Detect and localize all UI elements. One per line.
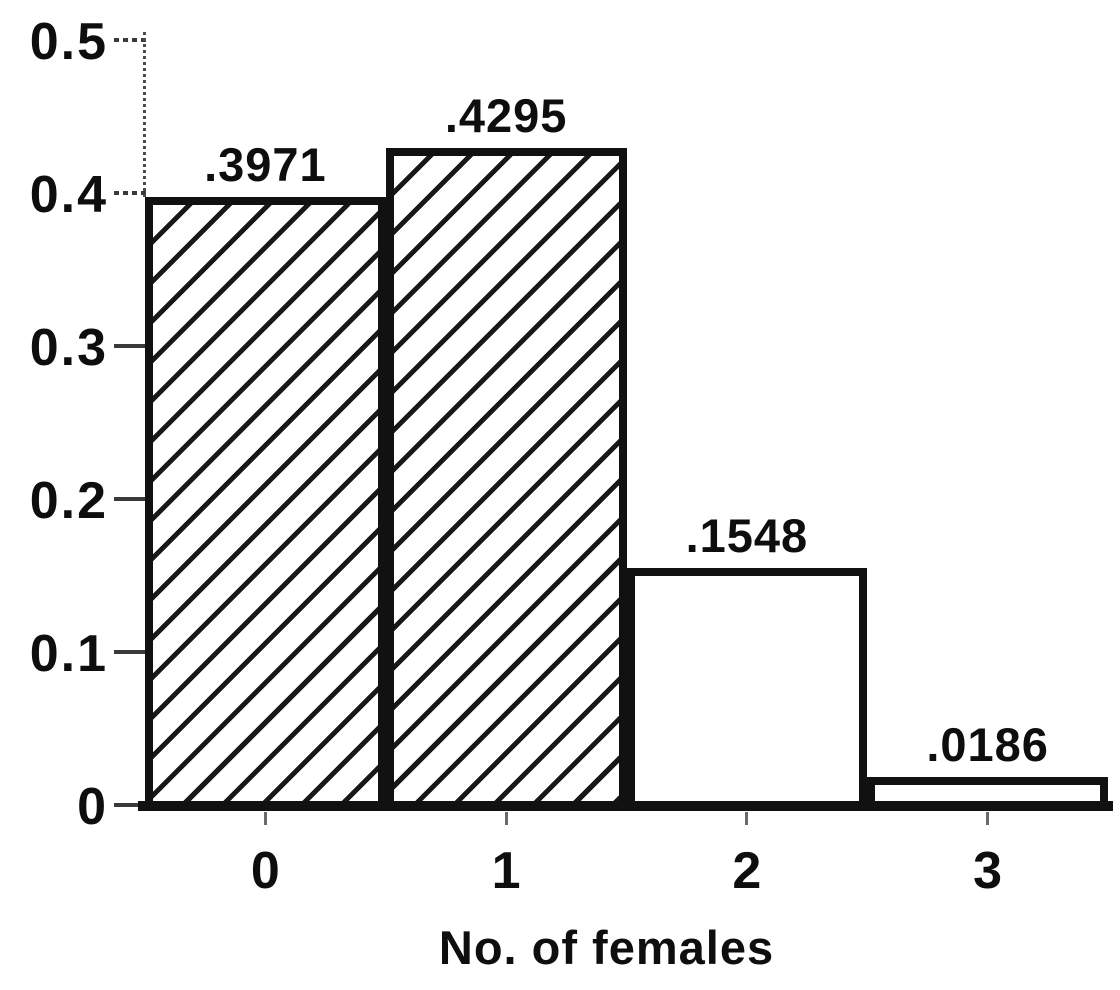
y-tick-mark [114,803,146,807]
x-tick-mark [986,812,990,825]
y-tick-label: 0.3 [29,319,108,377]
x-axis-line [138,801,1113,811]
y-tick-label: 0.4 [29,166,108,224]
y-tick-label: 0.2 [29,472,108,530]
bar-value-label: .0186 [926,717,1049,771]
x-tick-label: 3 [973,842,1003,900]
x-tick-label: 2 [732,842,762,900]
bar-1 [385,147,627,809]
y-axis-line-upper-segment [143,32,146,198]
bar-0 [145,197,386,809]
y-tick-mark [114,191,146,195]
x-tick-mark [745,812,749,825]
y-tick-mark [114,344,146,348]
bar-value-label: .3971 [204,138,327,192]
x-axis-title: No. of females [438,921,775,974]
bar-value-label: .1548 [685,509,809,563]
x-tick-mark [504,812,508,825]
y-tick-mark [114,38,146,42]
y-tick-mark [114,497,146,501]
x-tick-label: 0 [250,842,280,900]
bar-value-label: .4295 [444,88,568,142]
y-tick-label: 0 [77,778,108,836]
y-tick-mark [114,650,146,654]
x-tick-mark [263,812,267,825]
y-tick-label: 0.5 [29,13,108,71]
y-tick-label: 0.1 [29,625,108,683]
bar-2 [626,568,868,809]
x-tick-label: 1 [491,842,521,900]
